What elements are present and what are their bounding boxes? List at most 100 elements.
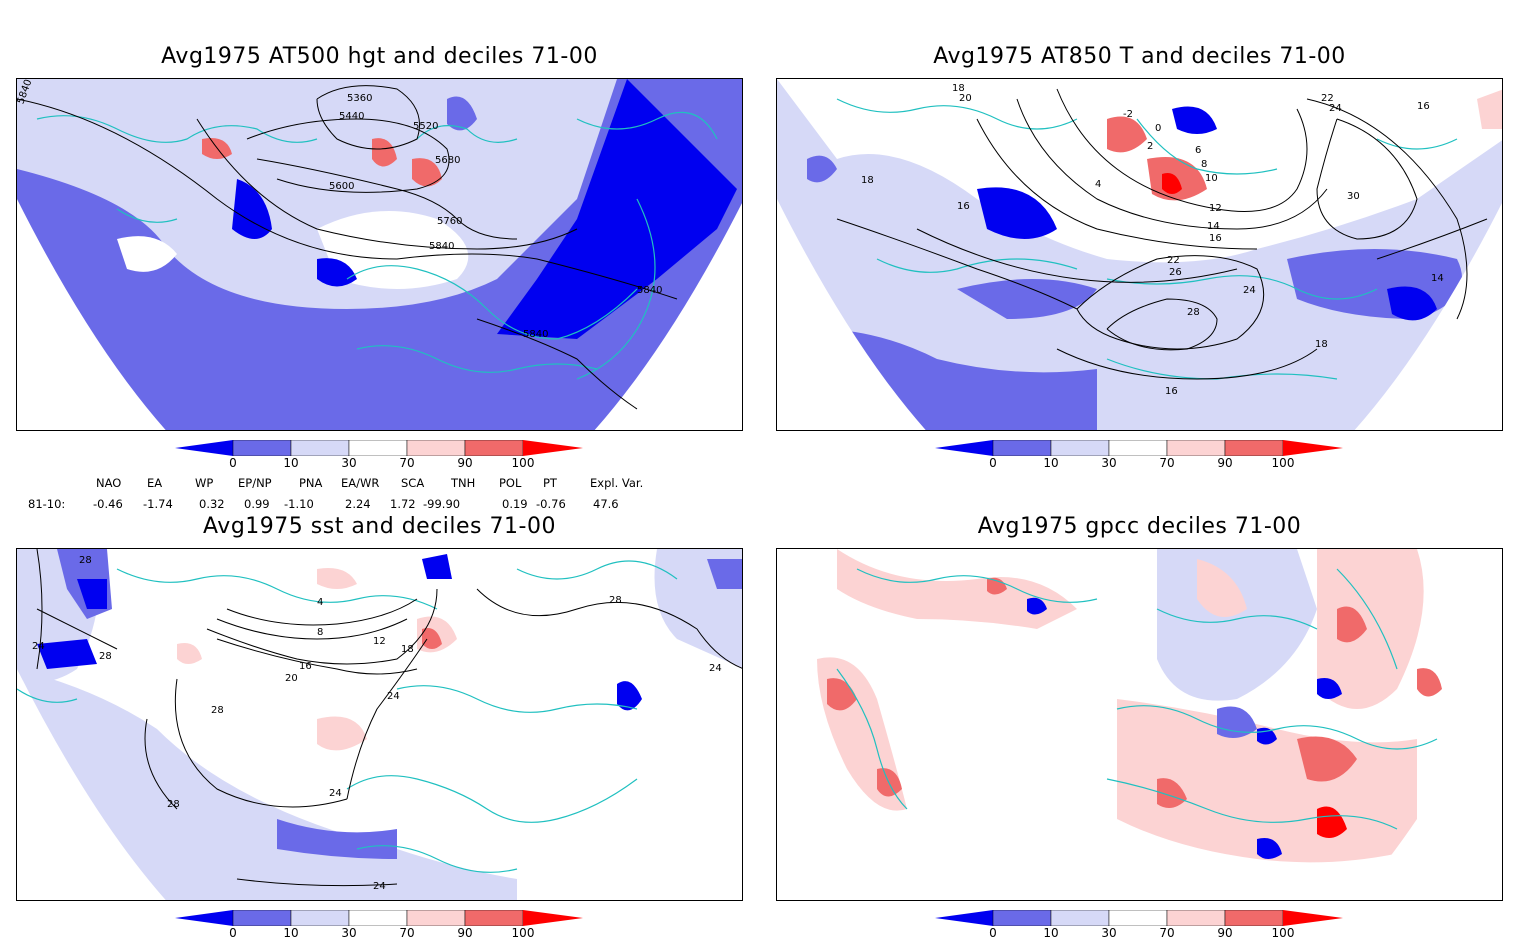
index-value: -0.76 (536, 497, 566, 511)
swatch-neutral (348, 910, 408, 926)
swatch-30-50 (1050, 910, 1110, 926)
contour-label: 10 (1205, 173, 1218, 184)
colorbar-tick: 30 (341, 926, 357, 940)
swatch-10-30 (992, 910, 1052, 926)
swatch-0-10 (935, 910, 993, 926)
colorbar-tick: 70 (399, 456, 415, 470)
contour-label: 28 (167, 799, 180, 810)
contour-label: 5520 (413, 121, 438, 132)
contour-label: 14 (1207, 221, 1220, 232)
colorbar-tick: 0 (989, 926, 997, 940)
colorbar-tick: 0 (229, 926, 237, 940)
colorbar-top-left: 0 10 30 70 90 100 (175, 440, 585, 480)
colorbar-tick: 90 (1217, 926, 1233, 940)
map-panel-sst: 28 24 28 4 8 12 16 20 24 18 28 24 28 28 … (16, 548, 743, 901)
colorbar-tick: 90 (1217, 456, 1233, 470)
colorbar-bottom-right: 0 10 30 70 90 100 (935, 910, 1345, 950)
contour-label: 16 (957, 201, 970, 212)
colorbar-tick: 30 (1101, 456, 1117, 470)
map-z500: 5360 5440 5520 5600 5680 5760 5840 5840 … (17, 79, 742, 430)
contour-label: 24 (709, 663, 722, 674)
contour-label: 20 (959, 93, 972, 104)
contour-label: 5840 (523, 329, 548, 340)
contour-label: 28 (609, 595, 622, 606)
contour-label: 24 (329, 788, 342, 799)
map-sst: 28 24 28 4 8 12 16 20 24 18 28 24 28 28 … (17, 549, 742, 900)
contour-label: 28 (1187, 307, 1200, 318)
contour-label: 8 (317, 627, 323, 638)
contour-label: 16 (1417, 101, 1430, 112)
colorbar-tick: 70 (1159, 456, 1175, 470)
swatch-neutral (1108, 440, 1168, 456)
swatch-70-90 (406, 910, 466, 926)
contour-label: 2 (1147, 141, 1153, 152)
colorbar-tick: 10 (1043, 456, 1059, 470)
index-header: POL (499, 476, 522, 490)
colorbar-tick: 0 (989, 456, 997, 470)
index-value: 0.99 (244, 497, 270, 511)
swatch-100 (1283, 910, 1343, 926)
contour-label: 5840 (429, 241, 454, 252)
swatch-10-30 (232, 910, 292, 926)
colorbar-tick: 70 (399, 926, 415, 940)
swatch-0-10 (175, 910, 233, 926)
contour-label: 12 (1209, 203, 1222, 214)
contour-label: 18 (861, 175, 874, 186)
index-value: 1.72 (390, 497, 416, 511)
map-panel-t850: 18 20 22 -2 0 2 4 6 8 10 12 14 16 16 18 … (776, 78, 1503, 431)
index-value: -99.90 (423, 497, 461, 511)
contour-label: 28 (99, 651, 112, 662)
panel-title-z500: Avg1975 AT500 hgt and deciles 71-00 (161, 44, 598, 69)
contour-label: 24 (387, 691, 400, 702)
contour-label: 20 (285, 673, 298, 684)
index-header: NAO (96, 476, 122, 490)
map-t850: 18 20 22 -2 0 2 4 6 8 10 12 14 16 16 18 … (777, 79, 1502, 430)
colorbar-tick: 100 (511, 456, 535, 470)
swatch-10-30 (232, 440, 292, 456)
contour-label: 5360 (347, 93, 372, 104)
colorbar-swatches (175, 910, 583, 926)
swatch-100 (523, 440, 583, 456)
contour-label: 22 (1321, 93, 1334, 104)
map-panel-z500: 5360 5440 5520 5600 5680 5760 5840 5840 … (16, 78, 743, 431)
contour-label: 12 (373, 636, 386, 647)
panel-title-sst: Avg1975 sst and deciles 71-00 (203, 514, 556, 539)
swatch-0-10 (175, 440, 233, 456)
swatch-30-50 (290, 910, 350, 926)
swatch-90-100 (464, 910, 524, 926)
index-header: PNA (299, 476, 323, 490)
colorbar-tick: 10 (283, 456, 299, 470)
contour-label: 5600 (329, 181, 354, 192)
swatch-100 (523, 910, 583, 926)
index-header: EA (147, 476, 163, 490)
contour-label: 16 (1209, 233, 1222, 244)
contour-label: 18 (1315, 339, 1328, 350)
contour-label: 18 (401, 644, 414, 655)
contour-label: 24 (1329, 103, 1342, 114)
contour-label: 4 (1095, 179, 1101, 190)
contour-label: 0 (1155, 123, 1161, 134)
contour-label: 24 (373, 881, 386, 892)
contour-label: 28 (79, 555, 92, 566)
swatch-30-50 (290, 440, 350, 456)
contour-label: 16 (1165, 386, 1178, 397)
contour-label: 22 (1167, 255, 1180, 266)
contour-label: 5840 (637, 285, 662, 296)
contour-label: 16 (299, 661, 312, 672)
colorbar-swatches (175, 440, 583, 456)
index-row-label: 81-10: (28, 497, 66, 511)
colorbar-tick: 30 (1101, 926, 1117, 940)
contour-label: 5760 (437, 216, 462, 227)
map-panel-gpcc (776, 548, 1503, 901)
swatch-neutral (348, 440, 408, 456)
colorbar-tick: 0 (229, 456, 237, 470)
colorbar-tick: 70 (1159, 926, 1175, 940)
contour-label: 5440 (339, 111, 364, 122)
swatch-70-90 (1166, 440, 1226, 456)
swatch-90-100 (1224, 910, 1284, 926)
colorbar-tick: 100 (1271, 456, 1295, 470)
contour-label: 5680 (435, 155, 460, 166)
index-value: -0.46 (93, 497, 123, 511)
colorbar-tick: 100 (511, 926, 535, 940)
contour-label: 18 (952, 83, 965, 94)
